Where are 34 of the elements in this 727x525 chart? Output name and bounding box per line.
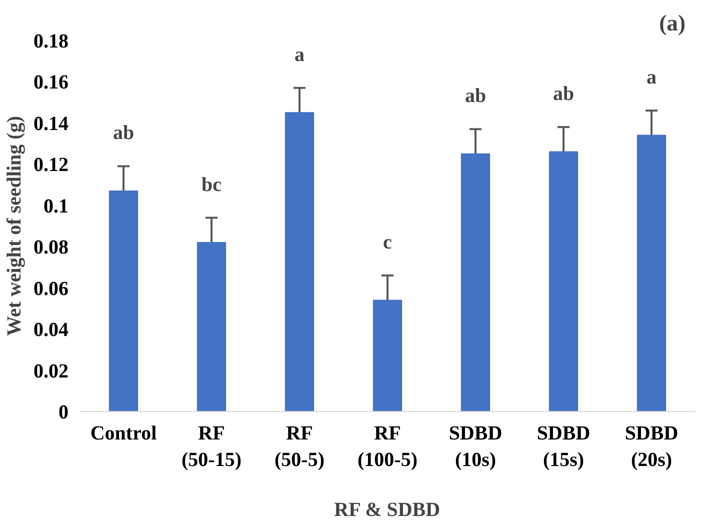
- text: (a): [659, 10, 686, 36]
- y-tick-label: 0.12: [34, 154, 68, 176]
- y-tick-label: 0.1: [44, 195, 68, 218]
- annotation: ab: [112, 122, 134, 144]
- bar: [196, 242, 226, 412]
- y-tick-label: 0.06: [34, 278, 68, 300]
- y-tick-label: 0.16: [34, 72, 68, 94]
- x-tick-label: Control: [90, 422, 158, 444]
- y-tick-label: 0.14: [34, 112, 68, 135]
- bar: [284, 112, 314, 412]
- x-axis-title: RF & SDBD: [334, 498, 440, 521]
- annotation: ab: [552, 83, 574, 106]
- x-tick-label: RF (100-5): [358, 422, 418, 471]
- y-axis-title: Wet weight of seedling (g): [4, 116, 26, 336]
- x-tick-label: RF (50-5): [274, 422, 324, 471]
- y-tick-label: 0: [58, 402, 68, 424]
- annotation: ab: [464, 85, 486, 108]
- x-tick-label: RF (50-15): [182, 422, 242, 471]
- y-tick-label: 0.04: [34, 319, 68, 342]
- annotation: bc: [202, 174, 222, 196]
- bar: [636, 134, 666, 412]
- annotation: c: [383, 231, 392, 254]
- y-tick-label: 0.18: [34, 30, 68, 52]
- annotation: a: [646, 66, 656, 89]
- y-tick-label: 0.02: [34, 360, 68, 382]
- x-tick-label: SDBD (20s): [624, 422, 678, 471]
- bar: [460, 153, 490, 412]
- x-tick-label: SDBD (10s): [448, 422, 502, 471]
- bar: [108, 190, 138, 412]
- bar: [548, 151, 578, 412]
- y-tick-label: 0.08: [34, 236, 68, 259]
- annotation: a: [294, 44, 304, 66]
- bar: [372, 300, 402, 412]
- x-tick-label: SDBD (15s): [536, 422, 590, 471]
